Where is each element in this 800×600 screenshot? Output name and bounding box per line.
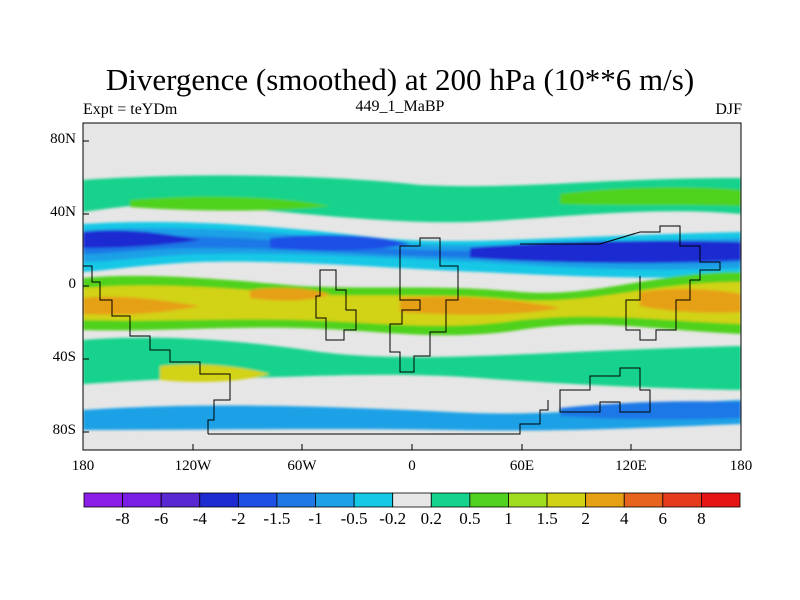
coast-africa — [389, 237, 459, 373]
colorbar-label: 0.2 — [420, 509, 442, 528]
lat-label-0: 0 — [68, 276, 77, 292]
colorbar-label: 6 — [658, 509, 668, 528]
north-band-positive — [83, 175, 741, 223]
colorbar-label: -2 — [231, 509, 246, 528]
colorbar-label: -1.5 — [263, 509, 291, 528]
experiment-label: Expt = teYDm — [83, 101, 178, 118]
colorbar-swatch — [276, 492, 316, 508]
tropical-positive-strong-3 — [640, 288, 741, 313]
lon-label-180w: 180 — [71, 458, 95, 474]
tropical-positive-strong-2 — [400, 296, 560, 315]
colorbar-swatch — [546, 492, 587, 508]
run-label: 449_1_MaBP — [355, 98, 445, 115]
colorbar-swatch — [508, 492, 548, 508]
colorbar-swatch — [122, 492, 162, 508]
colorbar-swatch — [315, 492, 355, 508]
coast-central-america — [315, 269, 357, 341]
north-band-inner — [130, 196, 330, 211]
colorbar-label: -4 — [192, 509, 207, 528]
colorbar-label: 4 — [619, 509, 629, 528]
north-convergence-core-3 — [470, 240, 741, 263]
lon-ticks — [82, 444, 742, 450]
colorbar-swatch — [585, 492, 625, 508]
colorbar-swatch — [237, 492, 278, 508]
colorbar-swatch — [662, 492, 702, 508]
colorbar-label: 8 — [697, 509, 706, 528]
colorbar-swatch — [623, 492, 664, 508]
lat-label-40s: 40S — [52, 349, 76, 365]
colorbar-swatch — [353, 492, 394, 508]
lon-label-60w: 60W — [287, 458, 317, 474]
season-label: DJF — [715, 101, 742, 118]
coastlines — [83, 225, 721, 435]
lon-label-180e: 180 — [729, 458, 753, 474]
page-title: Divergence (smoothed) at 200 hPa (10**6 … — [105, 62, 695, 97]
colorbar-label: 1.5 — [536, 509, 558, 528]
colorbar-label: -0.5 — [340, 509, 368, 528]
contour-field — [83, 123, 741, 450]
colorbar-label: -0.2 — [379, 509, 407, 528]
colorbar-swatch — [430, 492, 471, 508]
lat-label-80n: 80N — [50, 131, 76, 147]
colorbar-label: -6 — [154, 509, 169, 528]
colorbar — [83, 492, 741, 508]
lat-label-40n: 40N — [50, 204, 76, 220]
lon-label-120w: 120W — [174, 458, 212, 474]
colorbar-swatch — [701, 492, 741, 508]
colorbar-label: 0.5 — [459, 509, 481, 528]
north-convergence-core-1 — [83, 230, 200, 248]
lon-label-0: 0 — [408, 458, 416, 474]
coast-australia — [559, 367, 651, 413]
coast-americas — [83, 265, 231, 434]
colorbar-label: 2 — [581, 509, 590, 528]
colorbar-swatch — [392, 492, 432, 508]
colorbar-label: -8 — [115, 509, 130, 528]
colorbar-swatch — [469, 492, 509, 508]
lat-label-80s: 80S — [52, 422, 76, 438]
lon-label-60e: 60E — [509, 458, 535, 474]
coast-asia — [520, 225, 721, 341]
colorbar-label: -1 — [308, 509, 323, 528]
colorbar-swatch — [160, 492, 201, 508]
coast-antarctica — [208, 400, 549, 435]
colorbar-label: 1 — [504, 509, 513, 528]
north-band-inner-2 — [560, 187, 741, 206]
tropical-positive-strong-4 — [250, 287, 330, 301]
lon-label-120e: 120E — [615, 458, 647, 474]
colorbar-swatch — [199, 492, 239, 508]
colorbar-swatch — [83, 492, 123, 508]
lat-ticks — [83, 140, 89, 433]
south-positive-inner — [160, 364, 270, 382]
south-negative-band — [83, 400, 741, 431]
north-convergence-core-2 — [270, 235, 410, 251]
